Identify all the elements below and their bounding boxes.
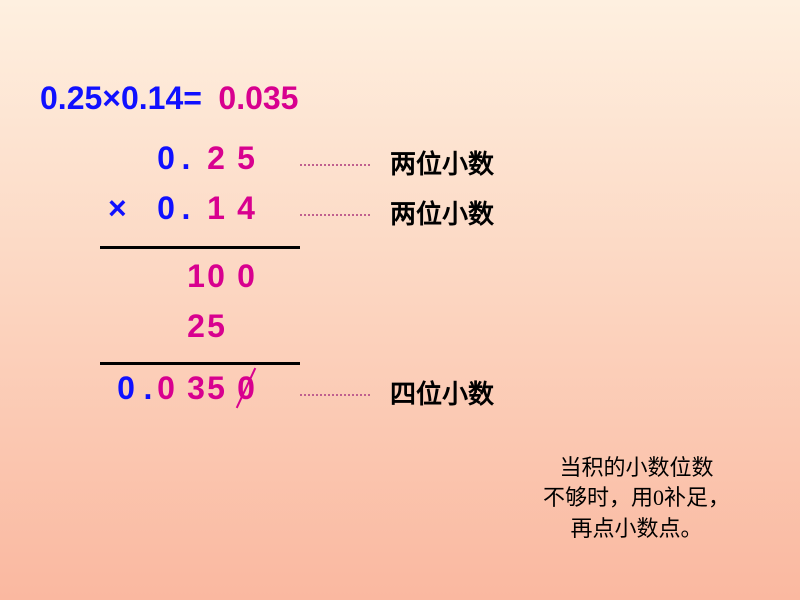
digit: 0 [150,370,182,407]
row-annotation: 两位小数 [390,144,494,181]
dotted-leader [300,214,370,216]
equation-rhs: 0.035 [218,80,298,116]
digit: . [170,190,202,227]
strike-zero [230,368,260,408]
long-multiplication: 0.25两位小数 ×0.14两位小数 100 25 0.0350四位小数 [0,140,800,420]
rule-line-2 [100,362,300,365]
dotted-leader [300,394,370,396]
digit: 5 [200,308,232,345]
partial-product-2: 25 [0,308,800,358]
multiplier-row: ×0.14两位小数 [0,190,800,240]
rule-line-1 [100,246,300,249]
times-sign: × [108,190,127,227]
result-row: 0.0350四位小数 [0,370,800,420]
digit: . [170,140,202,177]
row-annotation: 四位小数 [390,374,494,411]
footnote-line-2: 不够时，用0补足， [543,483,730,514]
digit: 0 [200,258,232,295]
digit: 1 [200,190,232,227]
row-annotation: 两位小数 [390,194,494,231]
multiplicand-row: 0.25两位小数 [0,140,800,190]
digit: 4 [230,190,262,227]
equation-lhs: 0.25×0.14= [40,80,202,116]
footnote-line-1: 当积的小数位数 [543,453,730,484]
dotted-leader [300,164,370,166]
digit: 5 [200,370,232,407]
math-slide: 0.25×0.14= 0.035 0.25两位小数 ×0.14两位小数 100 … [0,0,800,600]
digit: 0 [230,258,262,295]
digit: 5 [230,140,262,177]
footnote: 当积的小数位数 不够时，用0补足， 再点小数点。 [543,453,730,545]
digit: 2 [200,140,232,177]
equation-line: 0.25×0.14= 0.035 [40,80,298,117]
partial-product-1: 100 [0,258,800,308]
footnote-line-3: 再点小数点。 [543,514,730,545]
